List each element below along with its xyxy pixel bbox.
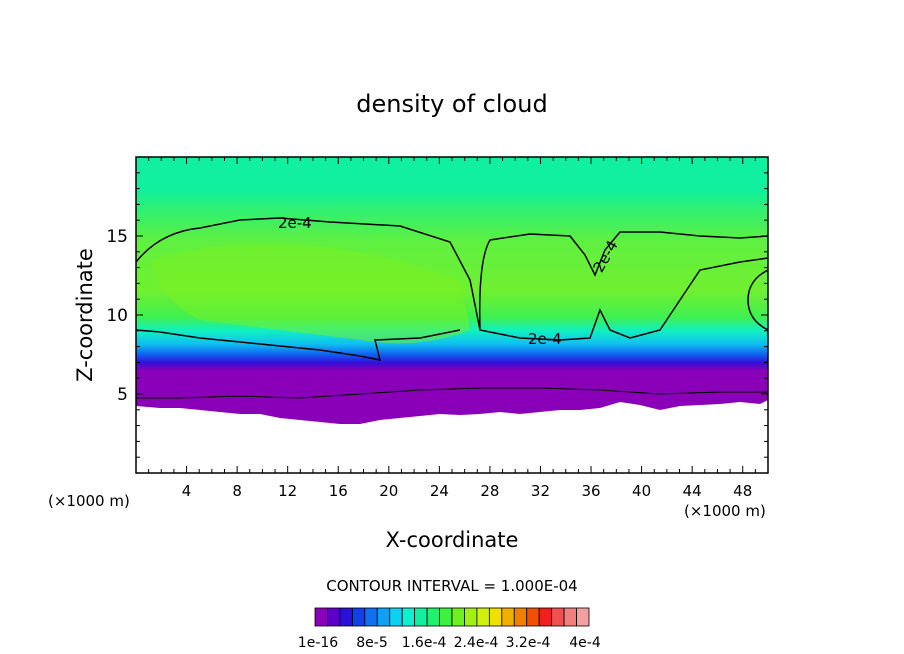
y-axis: 5 10 15 <box>106 172 768 458</box>
colorbar-swatch <box>551 607 565 627</box>
x-tick-label: 28 <box>480 482 499 500</box>
x-tick-label: 20 <box>379 482 398 500</box>
x-tick-label: 12 <box>278 482 297 500</box>
x-axis-unit-right: (×1000 m) <box>684 502 766 520</box>
colorbar-swatch <box>389 607 403 627</box>
colorbar-label: 1e-16 <box>298 635 338 651</box>
colorbar-swatch <box>451 607 465 627</box>
contour-label-2: 2e-4 <box>528 330 562 348</box>
x-tick-label: 48 <box>733 482 752 500</box>
colorbar-swatch <box>526 607 540 627</box>
x-tick-label: 8 <box>232 482 242 500</box>
colorbar-swatch <box>439 607 453 627</box>
colorbar-swatch <box>538 607 553 627</box>
x-tick-label: 44 <box>683 482 702 500</box>
colorbar-swatch <box>401 607 416 627</box>
colorbar-label: 3.2e-4 <box>506 635 551 651</box>
x-tick-label: 24 <box>430 482 449 500</box>
colorbar-label: 2.4e-4 <box>454 635 499 651</box>
x-axis-label: X-coordinate <box>386 528 519 552</box>
right-contour <box>747 269 768 331</box>
colorbar-swatch <box>563 607 577 627</box>
colorbar-label: 8e-5 <box>356 635 387 651</box>
colorbar-swatch <box>513 607 528 627</box>
colorbar-label: 1.6e-4 <box>402 635 447 651</box>
plot-area <box>136 157 768 473</box>
x-tick-label: 16 <box>329 482 348 500</box>
x-axis: 4 8 12 16 20 24 28 32 36 40 44 48 <box>148 157 756 500</box>
colorbar-swatch <box>364 607 378 627</box>
contour-label-1: 2e-4 <box>278 214 312 232</box>
colorbar-swatch <box>576 607 590 627</box>
colorbar-swatch <box>414 607 428 627</box>
colorbar-swatch <box>488 607 503 627</box>
y-tick-label: 15 <box>106 227 128 247</box>
cloud-core <box>150 244 470 344</box>
x-axis-unit-left: (×1000 m) <box>48 492 130 510</box>
colorbar-swatch <box>476 607 490 627</box>
y-axis-label: Z-coordinate <box>73 248 97 382</box>
colorbar-swatch <box>464 607 478 627</box>
colorbar-swatch <box>376 607 391 627</box>
x-tick-label: 32 <box>531 482 550 500</box>
y-tick-label: 5 <box>117 385 128 405</box>
y-tick-label: 10 <box>106 306 128 326</box>
colorbar-labels: 1e-16 8e-5 1.6e-4 2.4e-4 3.2e-4 4e-4 <box>298 635 601 651</box>
colorbar-swatch <box>426 607 440 627</box>
colorbar-swatch <box>339 607 353 627</box>
x-tick-label: 4 <box>182 482 192 500</box>
colorbar-swatch <box>327 607 341 627</box>
upper-contour <box>136 217 768 361</box>
contour-interval: CONTOUR INTERVAL = 1.000E-04 <box>326 577 577 595</box>
colorbar-swatch <box>351 607 366 627</box>
colorbar-swatch <box>501 607 515 627</box>
chart-title: density of cloud <box>356 90 547 118</box>
colorbar-swatch <box>314 607 328 627</box>
x-tick-label: 40 <box>632 482 651 500</box>
colorbar-label: 4e-4 <box>569 635 601 651</box>
colorbar <box>314 607 590 627</box>
inner-contour <box>136 387 768 399</box>
x-tick-label: 36 <box>581 482 600 500</box>
